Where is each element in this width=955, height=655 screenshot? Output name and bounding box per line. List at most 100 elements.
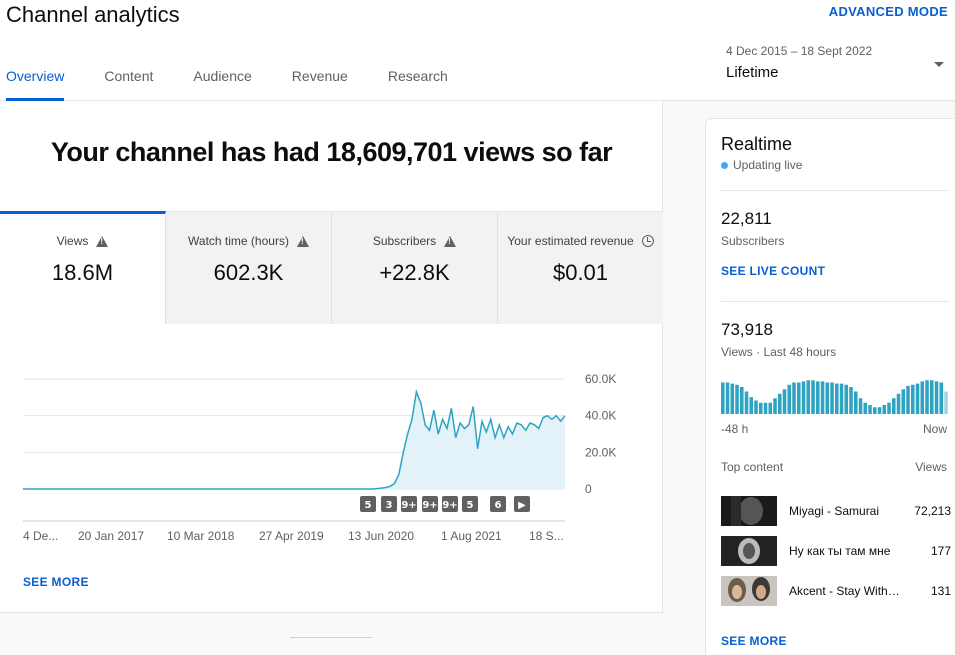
tab-overview[interactable]: Overview [6,60,65,101]
views-bar [877,407,882,414]
metric-label: Your estimated revenue [507,234,634,248]
see-more-top-content-button[interactable]: SEE MORE [721,634,787,648]
realtime-views-bars [721,380,948,414]
x-tick-label: 10 Mar 2018 [167,529,235,543]
views-bar [725,382,730,414]
x-tick-label: 13 Jun 2020 [348,529,414,543]
metric-tab-subscribers[interactable]: Subscribers +22.8K [332,212,498,324]
views-bar [778,393,782,414]
divider [721,190,949,191]
tab-revenue[interactable]: Revenue [291,68,348,84]
subscribers-count: 22,811 [721,209,772,228]
annotation-label: 5 [467,500,474,511]
top-bar: Channel analytics ADVANCED MODE Overview… [0,0,955,101]
views-bar [830,382,834,414]
tab-research[interactable]: Research [387,68,448,84]
top-content-item[interactable]: Miyagi - Samurai 72,213 [721,496,951,526]
views-bar [730,383,735,414]
annotation-marker [462,496,478,512]
tab-content[interactable]: Content [104,68,154,84]
see-live-count-button[interactable]: SEE LIVE COUNT [721,264,826,278]
views-bar [763,402,768,414]
x-tick-label: 4 De... [23,529,58,543]
views-bar [792,382,796,414]
video-title: Miyagi - Samurai [789,504,880,518]
views-bar [901,389,906,414]
series-area [23,391,565,489]
annotation-marker [490,496,506,512]
metric-tab-views[interactable]: Views 18.6M [0,211,166,324]
date-range-dates: 4 Dec 2015 – 18 Sept 2022 [726,44,873,58]
metric-value: 602.3K [213,260,284,285]
views-bar [759,402,763,414]
views-bar [849,387,853,414]
views-bar [749,397,754,414]
live-dot-icon [721,161,728,169]
metric-tab-watch-time[interactable]: Watch time (hours) 602.3K [166,212,332,324]
metric-label: Watch time (hours) [188,234,289,248]
annotation-marker [360,496,376,512]
video-thumbnail [721,496,777,526]
views-bar [740,387,744,414]
metric-label: Subscribers [372,234,437,248]
metric-tabs: Views 18.6M Watch time (hours) 602.3K Su… [0,211,663,324]
live-status-label: Updating live [733,158,803,172]
y-tick-label: 40.0K [585,409,616,423]
views-bar [868,405,872,414]
views-bar [925,380,929,414]
metric-value: $0.01 [552,260,609,285]
video-views: 177 [930,544,951,558]
views-bar [939,382,944,414]
date-range-picker[interactable]: 4 Dec 2015 – 18 Sept 2022 Lifetime [726,44,948,81]
annotation-marker [381,496,397,512]
metric-label-row: Your estimated revenue [498,234,663,248]
tab-audience[interactable]: Audience [193,68,252,84]
video-title: Ну как ты там мне [789,544,891,558]
x-tick-label: 18 S... [529,529,564,543]
metric-label-row: Watch time (hours) [166,234,331,248]
bars-axis-end: Now [922,422,947,436]
views-label: Views · Last 48 hours [721,345,837,359]
annotation-label: 6 [495,500,502,511]
views-bar [797,382,801,414]
views-bar [721,382,725,414]
views-bar [844,384,849,414]
views-bar [825,382,830,414]
views-bar [892,398,896,414]
views-bar [863,402,868,414]
views-bar [806,380,811,414]
tab-bar: Overview Content Audience Revenue Resear… [0,60,468,101]
y-tick-label: 20.0K [585,445,616,459]
metric-tab-revenue[interactable]: Your estimated revenue $0.01 [498,212,663,324]
views-bar [839,383,844,414]
y-tick-label: 0 [585,482,592,496]
views-headline: Your channel has had 18,609,701 views so… [50,137,613,167]
x-tick-label: 20 Jan 2017 [78,529,144,543]
views-bar [744,391,749,414]
views-bar [873,407,877,414]
see-more-button[interactable]: SEE MORE [23,575,89,589]
divider [721,301,949,302]
top-content-item[interactable]: Akcent - Stay With Me 131 [721,576,951,606]
views-bar [768,402,773,414]
subscribers-label: Subscribers [721,234,785,248]
views-bar [920,381,925,414]
caret-down-icon [934,62,944,67]
divider [290,637,372,638]
clock-icon [641,235,654,247]
views-bar [782,389,787,414]
annotation-label: 9+ [401,500,416,511]
y-tick-label: 60.0K [585,372,616,386]
warning-icon [444,235,457,247]
top-content-item[interactable]: Ну как ты там мне 177 [721,536,951,566]
views-bar [854,391,858,414]
advanced-mode-button[interactable]: ADVANCED MODE [828,4,948,19]
annotation-marker [422,496,438,512]
metric-value: 18.6M [51,260,114,285]
views-bar [787,384,792,414]
top-content-views-label: Views [915,460,947,474]
views-bar [835,383,839,414]
views-bar [735,384,739,414]
views-bar [858,398,863,414]
views-bar [773,398,777,414]
